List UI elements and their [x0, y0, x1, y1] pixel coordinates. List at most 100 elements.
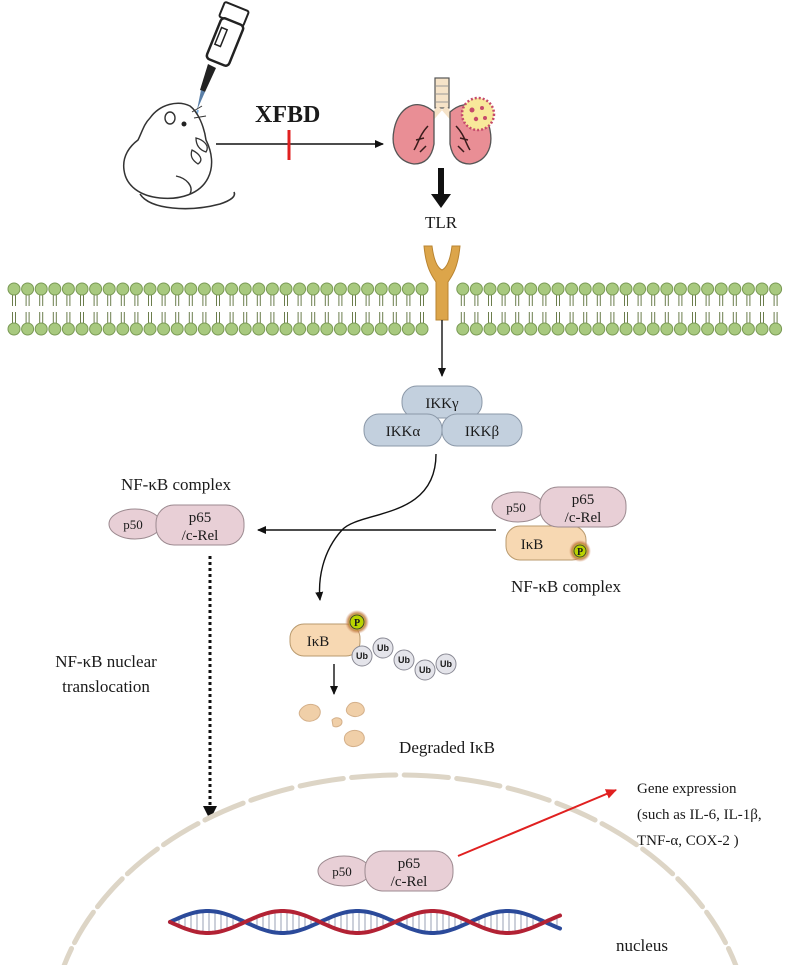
lipid-head: [48, 282, 62, 296]
lipid-head: [714, 322, 728, 336]
lipid-head: [170, 282, 184, 296]
lipid-head: [646, 282, 660, 296]
lipid-head: [184, 322, 198, 336]
lipid-head: [265, 322, 279, 336]
ubiquitin-label: Ub: [356, 651, 368, 661]
phosphate-icon: [573, 544, 587, 558]
lipid-head: [510, 322, 524, 336]
ubiquitin-label: Ub: [419, 665, 431, 675]
lipid-head: [61, 282, 75, 296]
dna-helix: [168, 909, 562, 935]
lipid-head: [347, 282, 361, 296]
envelope-segment: [72, 909, 96, 946]
lipid-head: [714, 282, 728, 296]
nuclear-envelope: [59, 772, 741, 970]
envelope-segment: [505, 785, 552, 803]
lipid-head: [687, 282, 701, 296]
gene-expression-title: Gene expression: [637, 781, 737, 797]
lipid-head: [728, 322, 742, 336]
lipid-head: [401, 282, 415, 296]
crel-label: /c-Rel: [182, 528, 219, 544]
envelope-segment: [599, 821, 639, 848]
lipid-head: [578, 282, 592, 296]
lipid-head: [333, 322, 347, 336]
ubiquitin-icon: [372, 637, 394, 659]
lipid-head: [660, 322, 674, 336]
nfkb-complex-free: p50 p65 /c-Rel: [108, 504, 245, 546]
envelope-segment: [401, 772, 451, 780]
degraded-ikb-fragments: [298, 701, 365, 747]
envelope-segment: [675, 876, 705, 910]
lipid-head: [252, 322, 266, 336]
envelope-segment: [704, 909, 728, 946]
gene-expression-line2: (such as IL-6, IL-1β,: [637, 807, 762, 823]
lipid-head: [129, 322, 143, 336]
lipid-head: [238, 282, 252, 296]
dna-strand-blue: [168, 909, 562, 935]
lipid-head: [197, 322, 211, 336]
lipid-head: [320, 282, 334, 296]
lipid-head: [701, 282, 715, 296]
lipid-head: [211, 322, 225, 336]
tlr-label: TLR: [425, 213, 458, 232]
lipid-head: [89, 282, 103, 296]
phosphate-label-2: P: [354, 618, 360, 629]
translocation-label-1: NF-κB nuclear: [55, 652, 157, 671]
lipid-head: [361, 282, 375, 296]
envelope-segment: [202, 800, 246, 823]
translocation-label-2: translocation: [62, 677, 150, 696]
lipid-head: [388, 322, 402, 336]
lipid-head: [252, 282, 266, 296]
ikb-bound-label: IκB: [521, 537, 544, 553]
lipid-head: [537, 282, 551, 296]
lipid-head: [646, 322, 660, 336]
crel-nuclear-label: /c-Rel: [391, 874, 428, 890]
lipid-head: [687, 322, 701, 336]
envelope-segment: [59, 946, 74, 970]
lipid-head: [728, 282, 742, 296]
ubiquitin-label: Ub: [440, 659, 452, 669]
lipid-head: [741, 322, 755, 336]
envelope-segment: [349, 772, 399, 780]
lipid-head: [673, 322, 687, 336]
lipid-head: [157, 282, 171, 296]
lipid-head: [225, 282, 239, 296]
nfkb-complex-inactive: IκB p50 p65 /c-Rel P: [491, 486, 627, 562]
ikk-to-ikb-arrow: [315, 453, 437, 601]
lipid-head: [524, 322, 538, 336]
p65-label: p65: [189, 510, 212, 526]
phosphate-label: P: [577, 547, 583, 558]
cell-membrane: [7, 282, 783, 336]
lipid-head: [265, 282, 279, 296]
lung-to-tlr-arrow-head: [431, 194, 451, 208]
lipid-head: [333, 282, 347, 296]
lipid-head: [48, 322, 62, 336]
ikk-alpha-label: IKKα: [386, 424, 421, 440]
nfkb-complex-right-label: NF-κB complex: [511, 577, 622, 596]
lungs-icon: [392, 77, 496, 165]
nfkb-complex-left-label: NF-κB complex: [121, 475, 232, 494]
lipid-head: [673, 282, 687, 296]
p50-bound-label: p50: [506, 500, 526, 515]
envelope-segment: [161, 821, 201, 848]
lipid-head: [102, 322, 116, 336]
ikk-complex: IKKγ IKKα IKKβ: [363, 385, 523, 447]
lipid-head: [293, 282, 307, 296]
lipid-head: [551, 322, 565, 336]
lipid-head: [497, 322, 511, 336]
lipid-head: [551, 282, 565, 296]
phosphate-icon: [349, 614, 365, 630]
lipid-head: [415, 282, 429, 296]
lipid-head: [293, 322, 307, 336]
pipette-icon: [195, 1, 250, 117]
lipid-head: [660, 282, 674, 296]
lipid-head: [238, 322, 252, 336]
lipid-head: [619, 322, 633, 336]
p50-label: p50: [123, 517, 143, 532]
ubiquitin-icon: [414, 659, 436, 681]
lipid-head: [21, 282, 35, 296]
lipid-head: [769, 282, 783, 296]
lipid-head: [75, 322, 89, 336]
lipid-head: [565, 282, 579, 296]
